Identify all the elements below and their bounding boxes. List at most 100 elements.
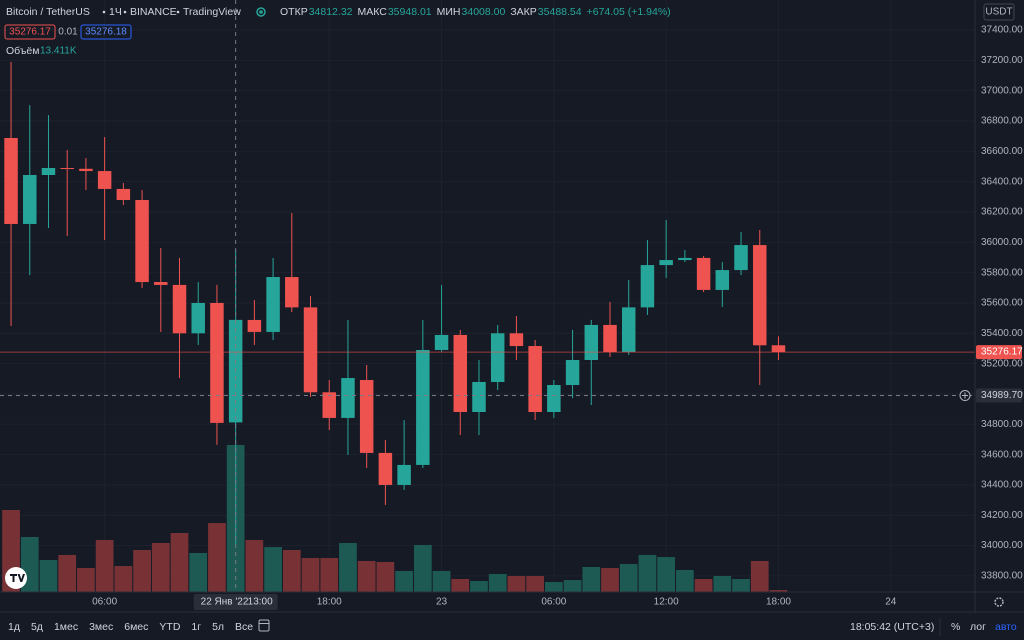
candle-body: [771, 345, 786, 353]
y-tick-label: 36200.00: [981, 207, 1023, 218]
crosshair-time: 13:00: [248, 597, 273, 608]
ohlc-label: МИН: [437, 6, 461, 18]
volume-bar: [339, 542, 357, 592]
volume-bar: [657, 557, 676, 592]
spread: 0.01: [58, 27, 78, 38]
volume-bar: [395, 570, 413, 592]
volume-bar: [245, 540, 264, 592]
range-button[interactable]: 1г: [191, 621, 201, 633]
y-tick-label: 34800.00: [981, 419, 1023, 430]
y-tick-label: 35800.00: [981, 267, 1023, 278]
volume-bar: [114, 566, 133, 592]
y-tick-label: 34000.00: [981, 540, 1023, 551]
currency-button[interactable]: [983, 3, 1015, 21]
candle-body: [715, 270, 730, 290]
candle-body: [565, 359, 580, 386]
volume-bar: [582, 567, 601, 592]
candle-body: [659, 260, 673, 266]
volume-bar: [170, 533, 189, 592]
volume-bar: [470, 581, 488, 592]
volume-bar: [713, 575, 732, 592]
symbol[interactable]: Bitcoin / TetherUS: [6, 6, 90, 18]
candle-body: [490, 333, 505, 382]
volume-bar: [189, 552, 208, 592]
y-tick-label: 36400.00: [981, 176, 1023, 187]
volume-bar: [526, 575, 544, 592]
range-button[interactable]: 5л: [212, 621, 224, 633]
candle-body: [4, 137, 18, 224]
goto-date-icon[interactable]: [258, 619, 270, 632]
candle-body: [303, 307, 318, 393]
candle-body: [753, 245, 767, 346]
volume-bar: [282, 550, 301, 592]
x-tick-label: 06:00: [92, 597, 117, 608]
y-tick-label: 34600.00: [981, 449, 1023, 460]
y-tick-label: 37200.00: [981, 55, 1023, 66]
interval[interactable]: 1Ч: [109, 6, 122, 18]
candle-body: [191, 302, 205, 334]
ohlc-legend: ОТКР 34812.32 МАКС 35948.01 МИН 34008.00 ЗАКР 3…: [280, 6, 671, 18]
volume-bar: [151, 542, 170, 592]
log-toggle[interactable]: лог: [970, 621, 986, 633]
buy-box[interactable]: [80, 24, 132, 40]
volume-bar: [320, 558, 339, 592]
volume-bar: [95, 540, 114, 592]
sell-box[interactable]: [4, 24, 56, 40]
candle-body: [116, 188, 131, 201]
y-tick-label: 36800.00: [981, 116, 1023, 127]
range-button[interactable]: 1д: [8, 621, 20, 633]
auto-toggle[interactable]: авто: [995, 621, 1017, 633]
volume-bar: [264, 547, 282, 592]
settings-icon[interactable]: [994, 597, 1004, 607]
volume-bar: [133, 550, 151, 592]
clock: 18:05:42 (UTC+3): [850, 621, 934, 633]
range-bar: 1д 5д 1мес 3мес 6мес YTD 1г 5л Все: [8, 621, 253, 633]
range-button[interactable]: YTD: [159, 621, 180, 633]
tv-logo-mark: [10, 574, 26, 582]
y-tick-label: 34400.00: [981, 480, 1023, 491]
volume-bar: [619, 564, 638, 592]
candle-body: [434, 334, 449, 350]
volume-bar: [563, 580, 582, 592]
x-tick-label: 18:00: [317, 597, 342, 608]
ohlc-value: 35488.54: [538, 6, 582, 18]
y-tick-label: 34200.00: [981, 510, 1023, 521]
y-tick-label: 33800.00: [981, 571, 1023, 582]
range-button[interactable]: 3мес: [89, 621, 113, 633]
candle-body: [547, 385, 561, 413]
y-tick-label: 36000.00: [981, 237, 1023, 248]
candle-body: [359, 380, 374, 453]
volume-bar: [208, 523, 226, 592]
candle-body: [696, 257, 711, 290]
volume-bar: [488, 574, 507, 592]
candle-body: [79, 168, 93, 172]
candle-body: [341, 378, 355, 418]
tv-logo[interactable]: [5, 567, 27, 589]
candle-body: [621, 307, 636, 352]
x-tick-label: 12:00: [654, 597, 679, 608]
ohlc-label: МАКС: [358, 6, 388, 18]
buy-price: 35276.18: [85, 27, 127, 38]
range-button[interactable]: 6мес: [124, 621, 148, 633]
volume-legend-value: 13.411K: [40, 46, 77, 57]
candle-body: [97, 171, 112, 189]
plot: [0, 0, 975, 592]
x-tick-label: 24: [885, 597, 897, 608]
candle-body: [23, 174, 37, 224]
crosshair-price-badge: [976, 388, 1022, 403]
y-tick-label: 35400.00: [981, 328, 1023, 339]
percent-toggle[interactable]: %: [951, 621, 960, 633]
y-tick-label: 35600.00: [981, 298, 1023, 309]
range-button[interactable]: Все: [235, 621, 253, 633]
candle-body: [734, 245, 748, 271]
volume-bar: [732, 578, 750, 592]
y-tick-label: 37000.00: [981, 85, 1023, 96]
candle-body: [603, 324, 617, 352]
range-button[interactable]: 5д: [31, 621, 43, 633]
volume-bar: [507, 575, 526, 592]
range-button[interactable]: 1мес: [54, 621, 78, 633]
volume-bar: [357, 560, 376, 592]
candle-body: [210, 302, 224, 423]
ohlc-value: 34008.00: [462, 6, 506, 18]
